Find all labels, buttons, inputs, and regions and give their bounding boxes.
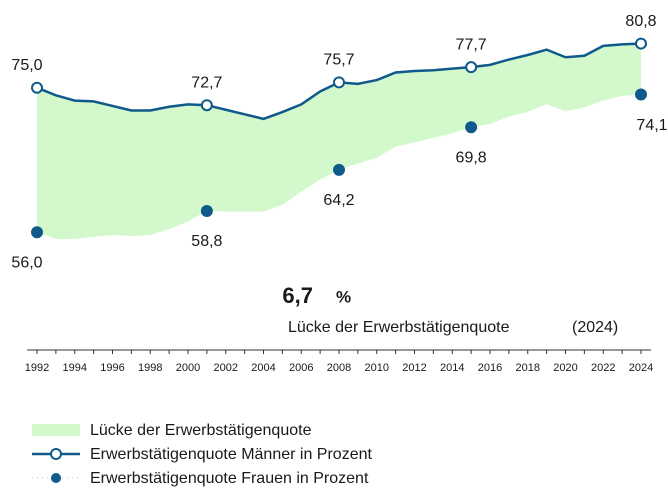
x-tick-label: 2004 xyxy=(251,362,275,374)
x-tick-label: 1994 xyxy=(63,362,87,374)
x-tick-label: 2002 xyxy=(214,362,238,374)
x-tick-label: 1998 xyxy=(138,362,162,374)
data-label: 75,0 xyxy=(11,57,42,74)
men-marker xyxy=(200,99,213,112)
annotation-year: (2024) xyxy=(572,319,618,336)
data-label: 74,1 xyxy=(636,117,667,134)
x-tick-label: 2010 xyxy=(365,362,389,374)
women-marker xyxy=(465,121,478,134)
data-label: 77,7 xyxy=(456,36,487,53)
data-label: 56,0 xyxy=(11,254,42,271)
x-tick-label: 2006 xyxy=(289,362,313,374)
x-tick-label: 2018 xyxy=(516,362,540,374)
men-marker xyxy=(465,61,478,74)
x-tick-label: 2024 xyxy=(629,362,653,374)
legend-label: Erwerbstätigenquote Frauen in Prozent xyxy=(90,470,369,487)
men-marker xyxy=(635,37,647,50)
x-tick-label: 2000 xyxy=(176,362,200,374)
legend-swatch xyxy=(50,448,62,460)
legend-label: Erwerbstätigenquote Männer in Prozent xyxy=(90,446,372,463)
x-tick-label: 2020 xyxy=(553,362,577,374)
x-tick-label: 2022 xyxy=(591,362,615,374)
x-tick-label: 1992 xyxy=(25,362,49,374)
annotation-value: 6,7 xyxy=(282,283,313,308)
x-tick-label: 1996 xyxy=(100,362,124,374)
legend-swatch xyxy=(51,473,61,483)
legend-swatch xyxy=(32,424,80,436)
data-label: 72,7 xyxy=(191,74,222,91)
x-tick-label: 2016 xyxy=(478,362,502,374)
women-marker xyxy=(333,163,345,176)
x-tick-label: 2012 xyxy=(402,362,426,374)
data-label: 75,7 xyxy=(323,52,354,69)
annotation-unit: % xyxy=(336,287,351,306)
x-tick-label: 2014 xyxy=(440,362,464,374)
data-label: 64,2 xyxy=(323,192,354,209)
legend-label: Lücke der Erwerbstätigenquote xyxy=(90,422,312,439)
women-marker xyxy=(31,226,43,239)
x-tick-label: 2008 xyxy=(327,362,351,374)
annotation-text: Lücke der Erwerbstätigenquote xyxy=(288,319,510,336)
data-label: 80,8 xyxy=(625,13,656,30)
men-marker xyxy=(333,76,345,89)
gap-area xyxy=(37,43,641,240)
data-label: 58,8 xyxy=(191,233,222,250)
men-marker xyxy=(31,81,43,94)
data-label: 69,8 xyxy=(456,149,487,166)
women-marker xyxy=(635,88,647,101)
women-marker xyxy=(200,204,213,217)
